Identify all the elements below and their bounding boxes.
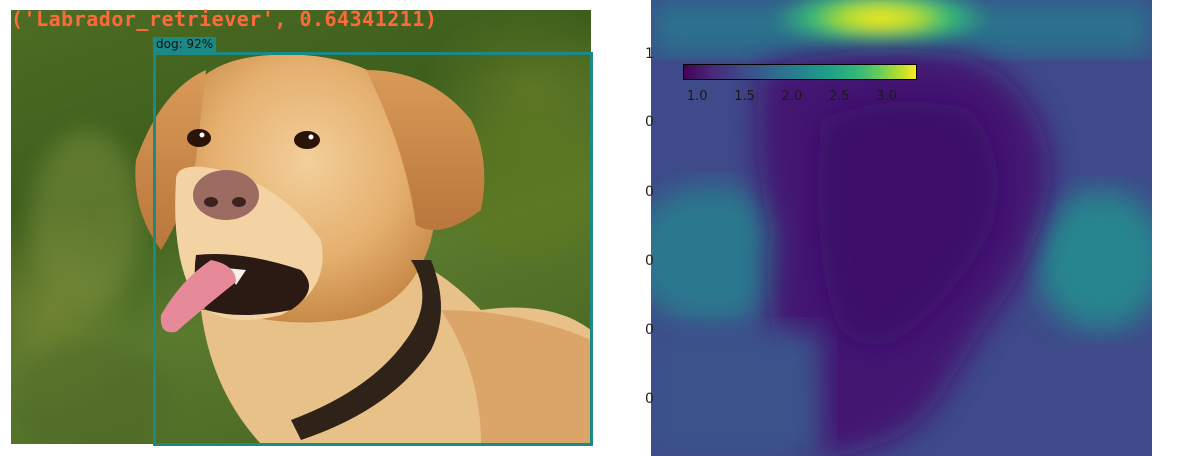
colorbar-tick-label: 2.0	[781, 89, 803, 104]
dog-illustration	[135, 54, 591, 444]
axis-tick-fragment: 0	[645, 391, 654, 407]
colorbar-tick-label: 2.5	[828, 89, 850, 104]
axis-tick-fragment: 0	[645, 322, 654, 338]
dog-photo	[11, 10, 591, 444]
detection-label: dog: 92%	[153, 37, 217, 52]
axis-tick-fragment: 0	[645, 253, 654, 269]
colorbar-gradient	[684, 65, 916, 79]
detection-bounding-box	[153, 52, 593, 446]
colorbar-tick-label: 1.0	[686, 89, 708, 104]
classification-label: ('Labrador_retriever', 0.64341211)	[11, 7, 438, 31]
axis-tick-fragment: 0	[645, 184, 654, 200]
axis-tick-fragment: 0	[645, 114, 654, 130]
colorbar-tick-label: 1.5	[734, 89, 755, 104]
colorbar-tick-label: 3.0	[876, 89, 897, 104]
colorbar	[683, 64, 917, 80]
axis-tick-fragment: 1	[645, 46, 654, 62]
